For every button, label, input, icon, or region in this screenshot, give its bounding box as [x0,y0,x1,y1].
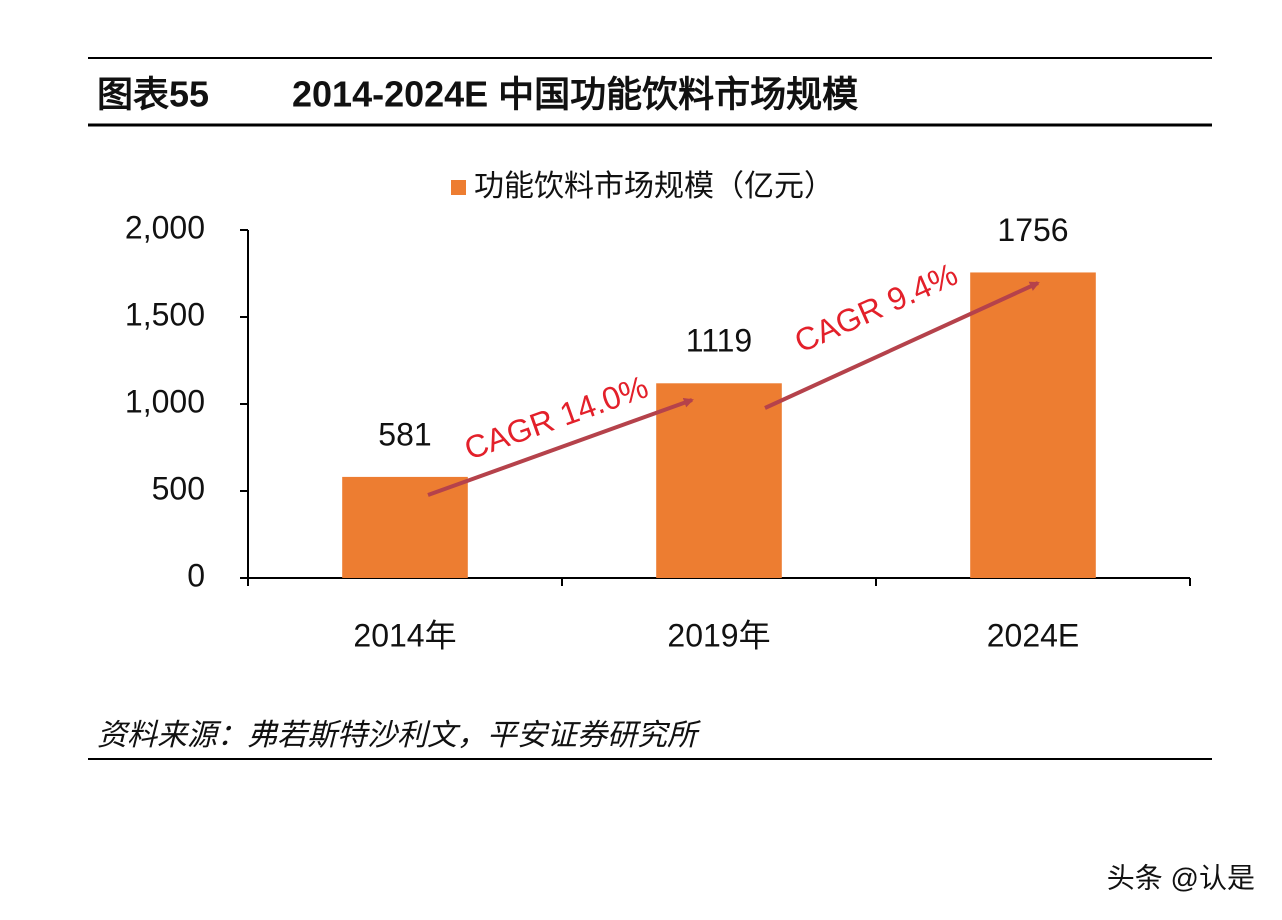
bar [342,476,468,578]
cagr-label: CAGR 14.0% [460,368,653,466]
value-label: 581 [378,416,431,452]
chart-title: 2014-2024E 中国功能饮料市场规模 [292,74,858,115]
value-label: 1756 [997,212,1068,248]
bar [656,383,782,578]
bar [970,272,1096,578]
value-label: 1119 [686,323,752,359]
y-tick-label: 2,000 [125,209,205,245]
y-tick-label: 500 [152,470,205,506]
legend-label: 功能饮料市场规模（亿元） [474,170,834,203]
cagr-label: CAGR 9.4% [789,256,963,360]
cagr-arrow [427,398,694,497]
x-tick-label: 2024E [987,617,1080,653]
y-tick-label: 1,500 [125,296,205,332]
x-tick-label: 2014年 [353,617,456,653]
watermark: 头条 @认是 [1107,862,1255,893]
figure-label: 图表55 [97,74,209,115]
y-tick-label: 1,000 [125,383,205,419]
y-tick-label: 0 [187,557,205,593]
legend-swatch [451,180,466,195]
source: 资料来源：弗若斯特沙利文，平安证券研究所 [97,719,701,752]
x-tick-label: 2019年 [667,617,770,653]
cagr-arrow [764,281,1040,410]
